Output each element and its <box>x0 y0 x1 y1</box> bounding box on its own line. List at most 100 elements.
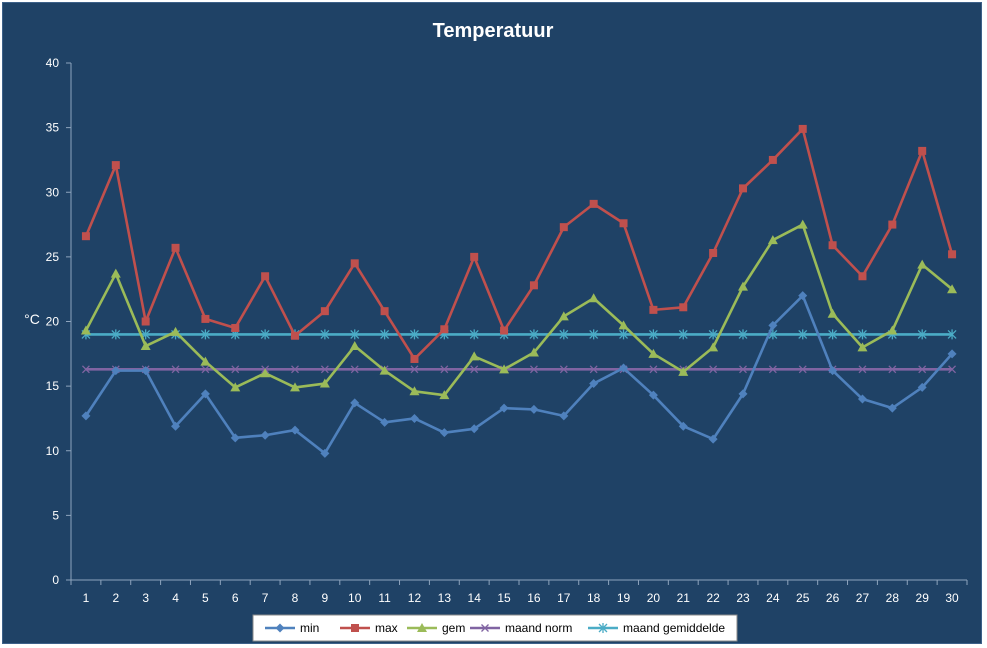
legend-label-min: min <box>300 621 319 635</box>
data-point-maand-gemiddelde <box>320 329 330 340</box>
data-point-maand-gemiddelde <box>619 329 628 340</box>
data-point-max <box>948 250 957 259</box>
data-point-max <box>291 331 299 340</box>
legend-marker-max <box>351 624 359 632</box>
series-layer <box>80 124 958 458</box>
data-point-maand-norm <box>470 365 479 374</box>
x-tick-label: 25 <box>796 591 810 605</box>
data-point-maand-norm <box>410 365 419 374</box>
data-point-gem <box>917 259 928 269</box>
data-point-maand-gemiddelde <box>410 329 419 340</box>
x-tick-label: 17 <box>557 591 571 605</box>
data-point-gem <box>499 364 510 374</box>
series-min <box>81 291 957 458</box>
data-point-maand-norm <box>888 365 897 374</box>
data-point-gem <box>588 293 599 303</box>
data-point-min <box>678 421 688 431</box>
data-point-maand-gemiddelde <box>260 329 270 340</box>
data-point-maand-gemiddelde <box>858 329 867 340</box>
data-point-min <box>81 411 91 421</box>
data-point-gem <box>260 368 271 378</box>
x-tick-label: 16 <box>527 591 541 605</box>
x-tick-label: 2 <box>112 591 119 605</box>
data-point-maand-norm <box>918 365 927 374</box>
data-point-max <box>559 223 568 232</box>
series-gem <box>80 219 958 400</box>
data-point-min <box>768 320 778 330</box>
data-point-gem <box>469 351 480 361</box>
legend-marker-min <box>275 623 285 633</box>
data-point-min <box>380 417 390 427</box>
data-point-max <box>619 219 628 228</box>
data-point-maand-gemiddelde <box>917 329 927 340</box>
data-point-min <box>559 411 569 421</box>
data-point-maand-gemiddelde <box>380 329 390 340</box>
data-point-max <box>141 317 150 326</box>
data-point-min <box>200 389 210 399</box>
legend-label-gem: gem <box>442 621 465 635</box>
legend-item-gem: gem <box>407 621 465 635</box>
data-point-gem <box>887 325 898 335</box>
chart-title: Temperatuur <box>433 20 554 42</box>
y-axis-label: °C <box>24 311 40 327</box>
data-point-maand-norm <box>231 365 240 374</box>
data-point-min <box>469 424 479 434</box>
x-tick-label: 7 <box>262 591 269 605</box>
x-tick-label: 24 <box>766 591 780 605</box>
x-tick-label: 20 <box>647 591 661 605</box>
data-point-min <box>290 425 300 435</box>
data-point-max <box>440 325 449 334</box>
data-point-max <box>529 281 538 290</box>
data-point-maand-norm <box>291 365 299 374</box>
legend-label-max: max <box>375 621 398 635</box>
series-maand-gemiddelde <box>81 329 957 340</box>
data-point-min <box>917 382 927 392</box>
data-point-gem <box>140 341 151 351</box>
legend-label-maand-norm: maand norm <box>505 621 572 635</box>
x-tick-label: 30 <box>945 591 959 605</box>
x-tick-label: 19 <box>617 591 631 605</box>
data-point-maand-norm <box>589 365 598 374</box>
data-point-maand-norm <box>858 365 867 374</box>
data-point-gem <box>618 320 629 330</box>
data-point-min <box>171 421 181 431</box>
data-point-maand-norm <box>320 365 329 374</box>
data-point-max <box>320 307 329 316</box>
x-tick-label: 18 <box>587 591 601 605</box>
data-point-gem <box>648 348 659 358</box>
series-line-gem <box>84 223 953 397</box>
data-point-min <box>619 363 629 373</box>
data-point-gem <box>230 382 241 392</box>
data-point-maand-norm <box>171 365 180 374</box>
data-point-min <box>499 403 509 413</box>
data-point-min <box>111 366 121 376</box>
data-point-min <box>947 349 957 359</box>
data-point-gem <box>110 268 121 278</box>
data-point-min <box>887 403 897 413</box>
x-tick-label: 11 <box>378 591 391 605</box>
y-tick-label: 5 <box>52 508 59 522</box>
data-point-min <box>738 389 748 399</box>
data-point-min <box>648 390 658 400</box>
data-point-gem <box>290 382 300 392</box>
data-point-maand-gemiddelde <box>589 329 599 340</box>
data-point-gem <box>767 235 778 245</box>
data-point-min <box>141 366 151 376</box>
data-point-maand-norm <box>559 365 568 374</box>
data-point-max <box>858 272 867 281</box>
data-point-max <box>768 155 777 164</box>
data-point-min <box>439 428 449 438</box>
series-line-max <box>84 127 954 361</box>
data-point-max <box>380 307 389 316</box>
data-point-gem <box>319 378 330 388</box>
data-point-gem <box>170 326 181 336</box>
series-line-min <box>84 294 954 455</box>
data-point-min <box>230 433 240 443</box>
data-point-min <box>350 398 360 408</box>
legend-item-maand-gemiddelde: maand gemiddelde <box>588 621 725 635</box>
data-point-maand-gemiddelde <box>738 329 748 340</box>
legend-label-maand-gemiddelde: maand gemiddelde <box>623 621 725 635</box>
data-point-maand-gemiddelde <box>947 329 957 340</box>
data-point-maand-gemiddelde <box>529 329 539 340</box>
